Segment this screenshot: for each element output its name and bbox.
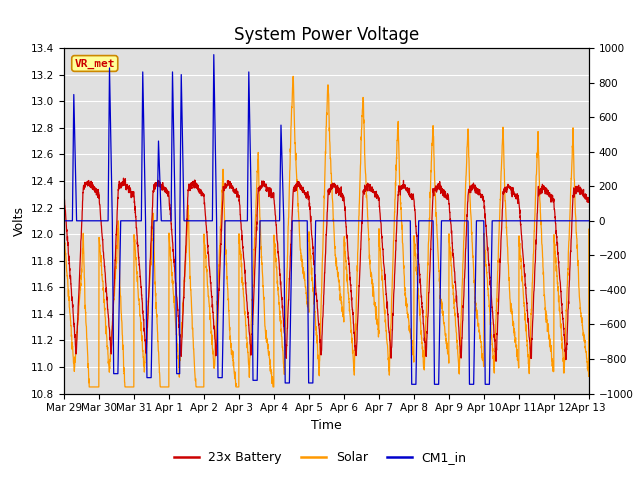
Solar <box>120 365 128 371</box>
Title: System Power Voltage: System Power Voltage <box>234 25 419 44</box>
CM1_in <box>518 218 526 224</box>
23x Battery <box>120 175 127 181</box>
Text: VR_met: VR_met <box>74 59 115 69</box>
Solar <box>85 384 93 390</box>
CM1_in <box>210 52 218 58</box>
Solar <box>151 279 159 285</box>
23x Battery <box>492 359 500 364</box>
CM1_in <box>262 218 269 224</box>
Line: CM1_in: CM1_in <box>64 55 589 384</box>
X-axis label: Time: Time <box>311 419 342 432</box>
CM1_in <box>585 218 593 224</box>
Solar <box>518 274 526 279</box>
23x Battery <box>585 198 593 204</box>
Y-axis label: Volts: Volts <box>12 206 26 236</box>
23x Battery <box>120 181 128 187</box>
23x Battery <box>151 180 159 186</box>
23x Battery <box>60 188 68 194</box>
CM1_in <box>60 218 68 224</box>
Solar <box>585 226 593 232</box>
Line: Solar: Solar <box>64 76 589 387</box>
Solar <box>60 227 68 232</box>
CM1_in <box>151 218 159 224</box>
Solar <box>575 285 582 290</box>
CM1_in <box>284 380 292 386</box>
23x Battery <box>284 304 292 310</box>
23x Battery <box>518 245 526 251</box>
Solar <box>289 73 297 79</box>
Legend: 23x Battery, Solar, CM1_in: 23x Battery, Solar, CM1_in <box>168 446 472 469</box>
Solar <box>284 223 292 229</box>
Solar <box>262 330 269 336</box>
CM1_in <box>408 382 415 387</box>
CM1_in <box>575 218 582 224</box>
CM1_in <box>120 218 128 224</box>
23x Battery <box>262 183 269 189</box>
23x Battery <box>575 185 582 191</box>
Line: 23x Battery: 23x Battery <box>64 178 589 361</box>
